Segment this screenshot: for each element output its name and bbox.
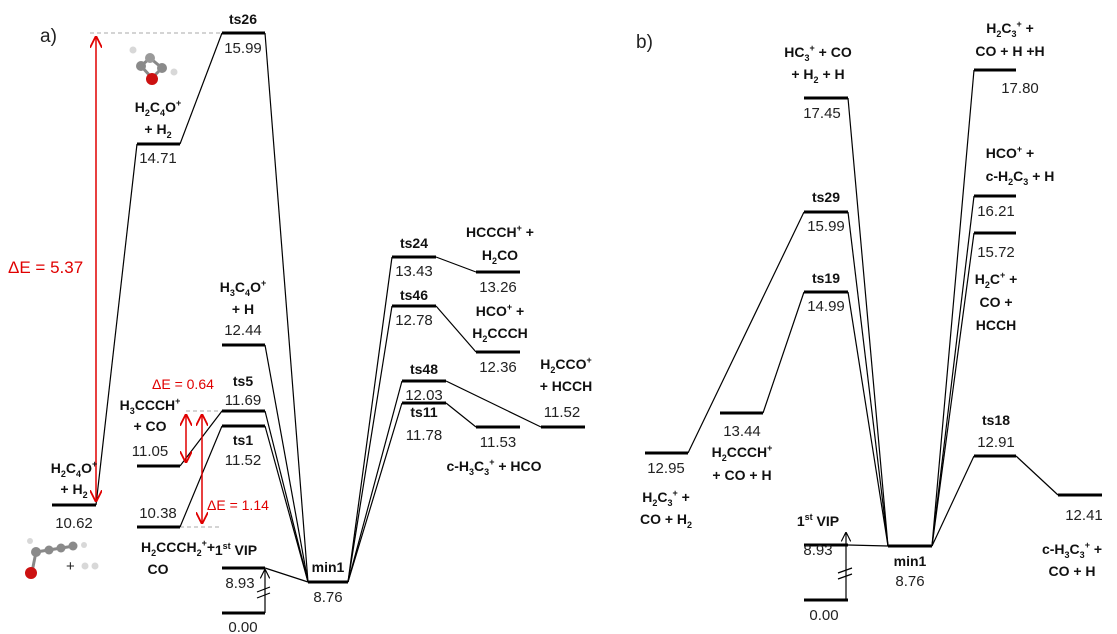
ts24-label: ts24	[400, 235, 428, 251]
molecule-reactant-icon: +	[25, 538, 99, 579]
h3c4o-label-2: + H	[232, 301, 254, 317]
zero-b-value: 0.00	[809, 607, 838, 624]
ts48-label: ts48	[410, 361, 438, 377]
ts29-label: ts29	[812, 189, 840, 205]
ch3c3-a-label: c-H3C3+ + HCO	[446, 457, 541, 477]
zero-a-value: 0.00	[228, 619, 257, 634]
ts19-value: 14.99	[807, 298, 845, 315]
ch3c3-a-value: 11.53	[480, 434, 516, 451]
hc3-label-1: HC3+ + CO	[784, 43, 852, 63]
h3c4o-label-1: H3C4O+	[220, 278, 266, 298]
vip-arrow-a	[256, 570, 271, 613]
molecule-h2c4o-icon	[129, 46, 178, 85]
h2c3-co-h2-label-1: H2C3+ +	[642, 488, 690, 508]
h2cco-label-1: H2CCO+	[540, 355, 592, 375]
hccch-label-2: H2CO	[482, 247, 518, 266]
min1-b-value: 8.76	[895, 573, 924, 590]
hco-h2ccch-label-1: HCO+ +	[476, 302, 524, 319]
ts18-label: ts18	[982, 412, 1010, 428]
ts1-label: ts1	[233, 432, 253, 448]
hco-h2ccch-value: 12.36	[479, 359, 517, 376]
ts29-value: 15.99	[807, 218, 845, 235]
h2ccch-value: 13.44	[723, 423, 761, 440]
min1-a-label: min1	[312, 559, 345, 575]
ch3c3-b-label-1: c-H3C3+ +	[1042, 540, 1102, 560]
h2c3-co-h2-label-2: CO + H2	[640, 511, 692, 530]
h2cco-label-2: + HCCH	[540, 378, 593, 394]
ts46-label: ts46	[400, 287, 428, 303]
vip-a-label: 1st VIP	[215, 541, 257, 558]
hccch-value: 13.26	[479, 279, 517, 296]
svg-text:+: +	[66, 558, 75, 575]
ts19-label: ts19	[812, 270, 840, 286]
ts11-value: 11.78	[406, 427, 442, 444]
panel-b: b)	[636, 19, 1103, 624]
min1-b-label: min1	[894, 553, 927, 569]
h2c3-co-h2-value: 12.95	[647, 460, 685, 477]
hc3-label-2: + H2 + H	[791, 66, 844, 85]
ts1-value: 11.52	[225, 452, 261, 469]
delta-main-label: ΔE = 5.37	[8, 258, 83, 277]
panel-b-tag: b)	[636, 32, 653, 53]
h3ccch-value: 11.05	[132, 443, 168, 460]
ch3c3-b-value: 12.41	[1065, 507, 1103, 524]
vip-b-value: 8.93	[803, 542, 832, 559]
h2cco-value: 11.52	[544, 404, 580, 421]
ts5-label: ts5	[233, 373, 253, 389]
connectors-a	[95, 32, 542, 583]
ts26-value: 15.99	[224, 40, 262, 57]
vip-arrow-b	[837, 533, 853, 600]
h2c-label-1: H2C+ +	[975, 270, 1018, 290]
h2c-label-3: HCCH	[976, 317, 1016, 333]
h2ccch-label-1: H2CCCH+	[712, 443, 773, 463]
h2c4o-value: 14.71	[139, 150, 177, 167]
min1-a-value: 8.76	[313, 589, 342, 606]
hc3-value: 17.45	[803, 105, 841, 122]
hco-h2ccch-label-2: H2CCCH	[472, 325, 528, 344]
h3ccch-label-2: + CO	[133, 418, 166, 434]
reactant-label-2: + H2	[60, 481, 87, 500]
ts24-value: 13.43	[395, 263, 433, 280]
ch3c3-b-label-2: CO + H	[1048, 563, 1095, 579]
hco-ch2c3-label-1: HCO+ +	[986, 144, 1034, 161]
h3ccch-label-1: H3CCCH+	[120, 396, 181, 416]
ts5-value: 11.69	[225, 392, 261, 409]
panel-a: a)	[8, 11, 592, 634]
reactant-value: 10.62	[55, 515, 93, 532]
ts26-label: ts26	[229, 11, 257, 27]
h2ccch2-label-1: H2CCCH2++	[141, 538, 215, 558]
ts46-value: 12.78	[395, 312, 433, 329]
hco-ch2c3-label-2: c-H2C3 + H	[986, 168, 1055, 187]
h2ccch-label-2: + CO + H	[712, 467, 771, 483]
ts11-label: ts11	[410, 404, 437, 420]
h2c3-h-h-value: 17.80	[1001, 80, 1039, 97]
hccch-label-1: HCCCH+ +	[466, 223, 534, 240]
h2c3-h-h-label-2: CO + H +H	[975, 43, 1044, 59]
vip-b-label: 1st VIP	[797, 512, 839, 529]
connectors-b	[687, 69, 1059, 547]
hco-ch2c3-value: 16.21	[977, 203, 1015, 220]
delta-small1-label: ΔE = 0.64	[152, 376, 214, 392]
reactant-label-1: H2C4O+	[51, 459, 97, 479]
ts18-value: 12.91	[977, 434, 1015, 451]
h2c4o-label-2: + H2	[144, 121, 171, 140]
panel-a-tag: a)	[40, 26, 57, 47]
delta-small2-label: ΔE = 1.14	[207, 497, 269, 513]
ts48-value: 12.03	[405, 387, 443, 404]
h2ccch2-label-2: CO	[148, 561, 169, 577]
h2ccch2-value: 10.38	[139, 505, 177, 522]
h2c4o-label-1: H2C4O+	[135, 98, 181, 118]
h2c-value: 15.72	[977, 244, 1015, 261]
vip-a-value: 8.93	[225, 575, 254, 592]
h2c3-h-h-label-1: H2C3+ +	[986, 19, 1034, 39]
h3c4o-value: 12.44	[224, 322, 262, 339]
h2c-label-2: CO +	[979, 294, 1012, 310]
